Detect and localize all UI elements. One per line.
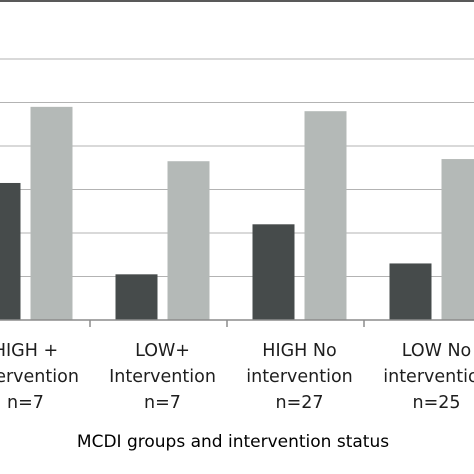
category-label-1-line-2: Intervention — [0, 367, 79, 387]
category-labels: HIGH + Intervention n=7 LOW+ Intervention n=7… — [0, 341, 474, 413]
category-label-2-line-1: LOW+ — [135, 341, 190, 361]
dark-bar-4 — [389, 263, 432, 320]
category-label-4-line-3: n=25 — [412, 393, 460, 413]
light-bar-3 — [304, 111, 347, 320]
dark-bar-3 — [252, 224, 295, 320]
x-axis-title: MCDI groups and intervention status — [77, 432, 389, 452]
category-label-3-line-2: intervention — [246, 367, 353, 387]
category-label-4-line-2: intervention — [383, 367, 474, 387]
dark-bar-2 — [115, 274, 158, 320]
category-label-1-line-3: n=7 — [7, 393, 44, 413]
x-axis — [0, 319, 474, 327]
light-bar-4 — [441, 159, 474, 320]
category-label-3-line-1: HIGH No — [262, 341, 336, 361]
category-label-4-line-1: LOW No — [402, 341, 472, 361]
category-label-1-line-1: HIGH + — [0, 341, 58, 361]
light-bar-2 — [167, 161, 210, 320]
bars — [0, 106, 474, 320]
category-label-3-line-3: n=27 — [275, 393, 323, 413]
light-bar-1 — [30, 106, 73, 320]
category-label-2-line-3: n=7 — [144, 393, 181, 413]
category-label-2-line-2: Intervention — [109, 367, 216, 387]
dark-bar-1 — [0, 182, 21, 320]
